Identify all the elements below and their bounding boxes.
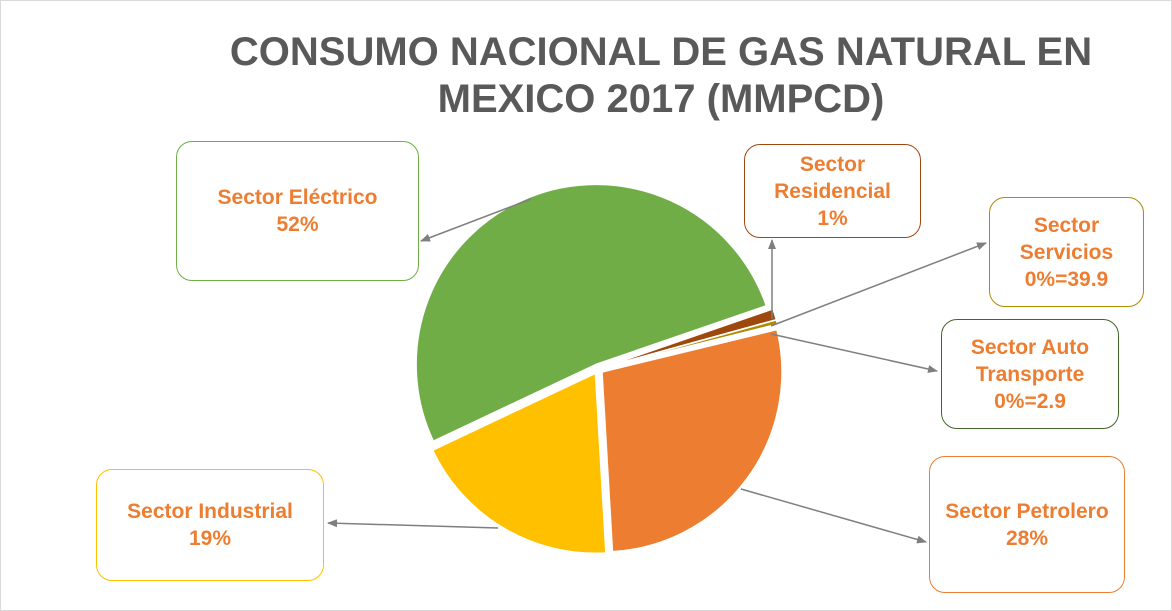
- label-category: Sector Petrolero: [945, 499, 1109, 523]
- leader-line: [420, 198, 532, 242]
- leader-line: [740, 488, 927, 544]
- data-label: Sector Residencial 1%: [744, 144, 921, 238]
- label-value: 0%=2.9: [994, 389, 1066, 413]
- leader-line: [327, 519, 499, 529]
- label-value: 28%: [1005, 526, 1049, 550]
- data-label: Sector Industrial 19%: [96, 469, 324, 581]
- label-category: Sector Auto Transporte: [970, 335, 1090, 386]
- data-label: Sector Servicios 0%=39.9: [989, 197, 1144, 307]
- chart-title: CONSUMO NACIONAL DE GAS NATURAL EN MEXIC…: [229, 30, 1093, 121]
- label-value: 0%=39.9: [1024, 267, 1109, 291]
- label-category: Sector Residencial: [774, 152, 891, 203]
- pie-slice: [601, 328, 783, 553]
- data-label: Sector Petrolero 28%: [929, 456, 1125, 593]
- label-value: 19%: [188, 527, 232, 550]
- leader-line: [770, 242, 987, 327]
- data-label: Sector Eléctrico 52%: [176, 141, 419, 281]
- pie-slice: [431, 372, 607, 555]
- label-value: 52%: [276, 213, 319, 236]
- data-label: Sector Auto Transporte 0%=2.9: [941, 319, 1119, 429]
- label-category: Sector Eléctrico: [217, 186, 378, 209]
- pie-slice: [602, 323, 779, 369]
- pie-slice: [415, 183, 768, 443]
- label-category: Sector Industrial: [127, 500, 293, 523]
- leader-line: [770, 333, 938, 373]
- label-value: 1%: [817, 206, 848, 230]
- label-category: Sector Servicios: [1019, 213, 1114, 264]
